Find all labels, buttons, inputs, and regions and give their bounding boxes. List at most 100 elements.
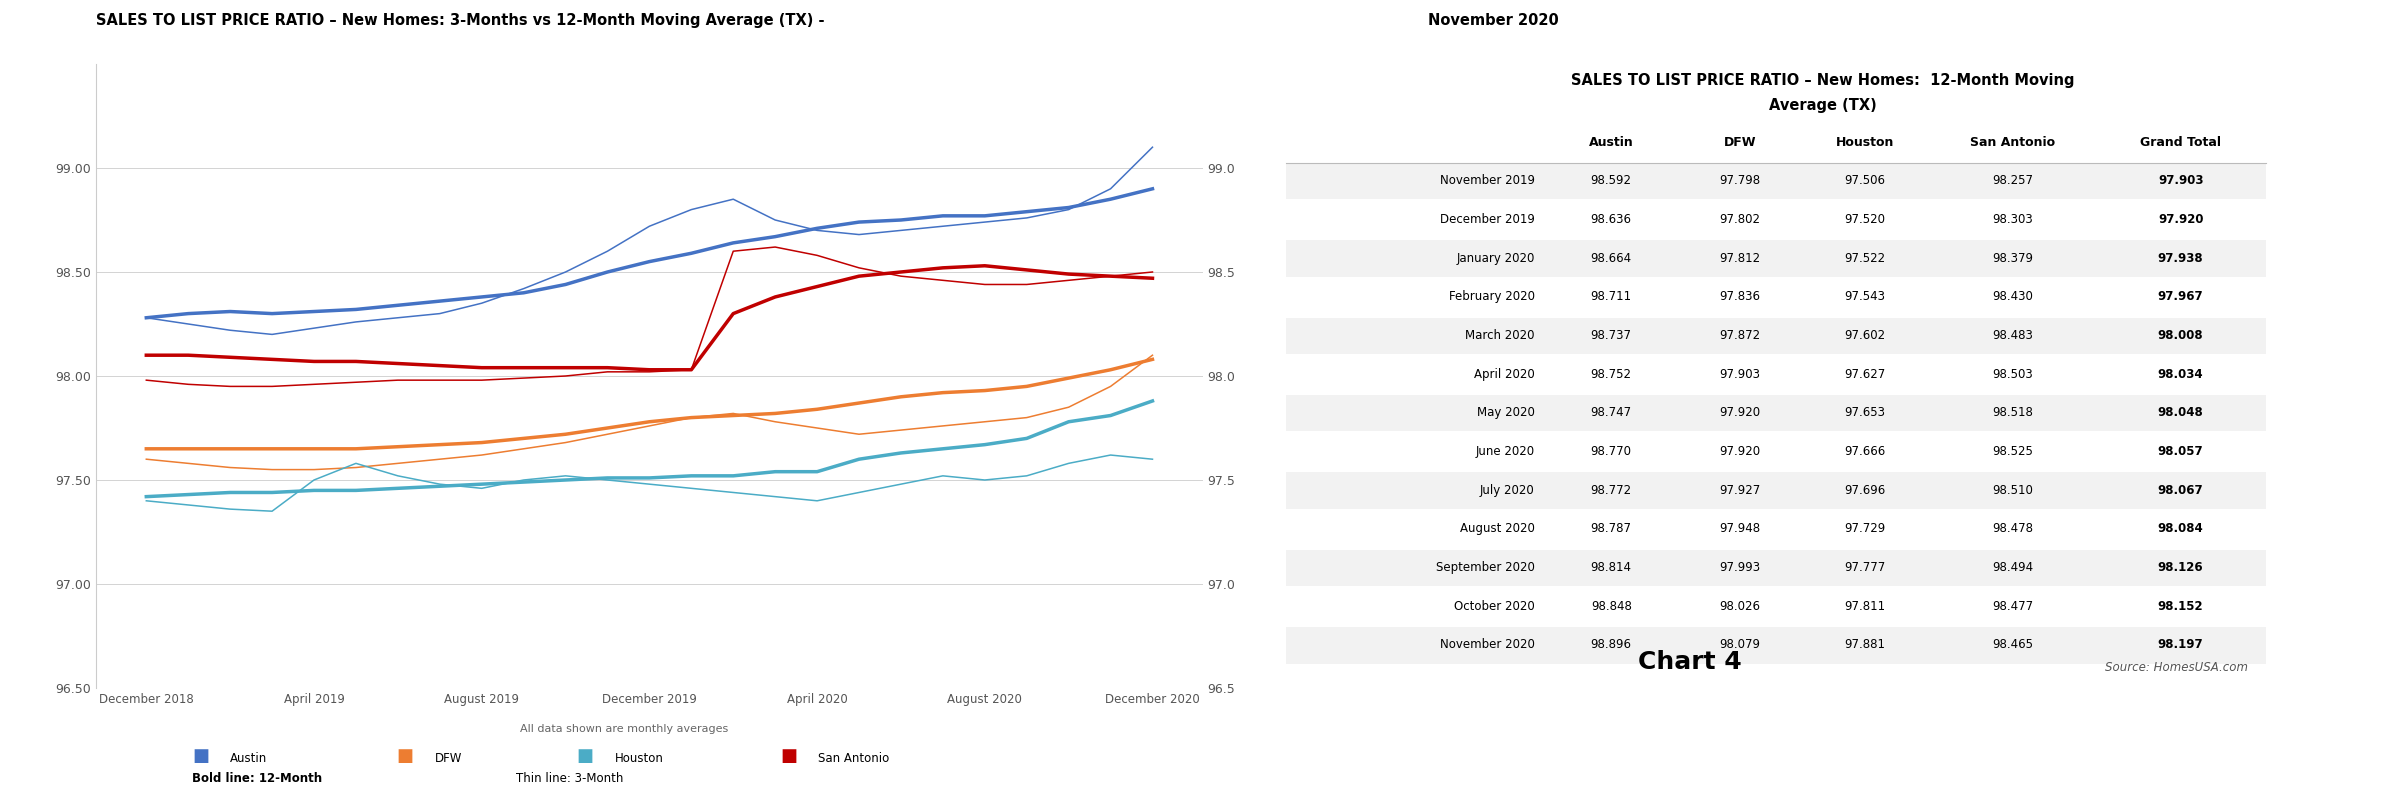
- Text: 98.048: 98.048: [2158, 406, 2203, 419]
- FancyBboxPatch shape: [1286, 395, 2266, 431]
- FancyBboxPatch shape: [1286, 589, 2266, 625]
- Text: May 2020: May 2020: [1476, 406, 1536, 419]
- Text: 98.126: 98.126: [2158, 561, 2203, 574]
- Text: April 2020: April 2020: [1474, 368, 1536, 381]
- Text: November 2020: November 2020: [1440, 638, 1536, 651]
- Text: March 2020: March 2020: [1466, 329, 1536, 342]
- Text: September 2020: September 2020: [1435, 561, 1536, 574]
- Text: 98.465: 98.465: [1992, 638, 2033, 651]
- Text: 97.520: 97.520: [1843, 213, 1884, 226]
- FancyBboxPatch shape: [1286, 511, 2266, 547]
- Text: 97.602: 97.602: [1843, 329, 1886, 342]
- Text: 98.008: 98.008: [2158, 329, 2203, 342]
- Text: DFW: DFW: [434, 752, 461, 765]
- Text: Source: HomesUSA.com: Source: HomesUSA.com: [2105, 662, 2249, 674]
- Text: 98.084: 98.084: [2158, 522, 2203, 535]
- Text: 98.067: 98.067: [2158, 484, 2203, 497]
- Text: Thin line: 3-Month: Thin line: 3-Month: [516, 773, 624, 786]
- Text: 98.034: 98.034: [2158, 368, 2203, 381]
- Text: 98.770: 98.770: [1591, 445, 1632, 458]
- Text: December 2019: December 2019: [1440, 213, 1536, 226]
- Text: ■: ■: [396, 747, 413, 765]
- Text: 98.592: 98.592: [1591, 174, 1632, 187]
- FancyBboxPatch shape: [1286, 279, 2266, 315]
- Text: 97.627: 97.627: [1843, 368, 1886, 381]
- Text: All data shown are monthly averages: All data shown are monthly averages: [521, 724, 727, 734]
- Text: 98.303: 98.303: [1992, 213, 2033, 226]
- Text: ■: ■: [780, 747, 797, 765]
- Text: 98.752: 98.752: [1591, 368, 1632, 381]
- Text: 98.477: 98.477: [1992, 600, 2033, 613]
- Text: February 2020: February 2020: [1450, 290, 1536, 303]
- Text: 97.903: 97.903: [1721, 368, 1762, 381]
- Text: 98.503: 98.503: [1992, 368, 2033, 381]
- Text: January 2020: January 2020: [1457, 251, 1536, 265]
- Text: 98.079: 98.079: [1721, 638, 1762, 651]
- Text: San Antonio: San Antonio: [1970, 135, 2054, 149]
- Text: June 2020: June 2020: [1476, 445, 1536, 458]
- FancyBboxPatch shape: [1286, 163, 2266, 199]
- Text: October 2020: October 2020: [1454, 600, 1536, 613]
- Text: 98.257: 98.257: [1992, 174, 2033, 187]
- Text: 97.653: 97.653: [1843, 406, 1884, 419]
- Text: 98.379: 98.379: [1992, 251, 2033, 265]
- Text: 98.814: 98.814: [1591, 561, 1632, 574]
- Text: 97.993: 97.993: [1718, 561, 1762, 574]
- FancyBboxPatch shape: [1286, 550, 2266, 586]
- Text: 98.711: 98.711: [1591, 290, 1632, 303]
- Text: SALES TO LIST PRICE RATIO – New Homes:  12-Month Moving: SALES TO LIST PRICE RATIO – New Homes: 1…: [1572, 74, 2074, 88]
- Text: 97.881: 97.881: [1843, 638, 1884, 651]
- Text: 97.836: 97.836: [1721, 290, 1762, 303]
- FancyBboxPatch shape: [1286, 318, 2266, 354]
- Text: Bold line: 12-Month: Bold line: 12-Month: [192, 773, 322, 786]
- Text: 97.920: 97.920: [2158, 213, 2203, 226]
- Text: 98.510: 98.510: [1992, 484, 2033, 497]
- FancyBboxPatch shape: [1286, 202, 2266, 238]
- Text: 98.787: 98.787: [1591, 522, 1632, 535]
- Text: 98.737: 98.737: [1591, 329, 1632, 342]
- Text: 97.938: 97.938: [2158, 251, 2203, 265]
- Text: 98.478: 98.478: [1992, 522, 2033, 535]
- Text: Austin: Austin: [230, 752, 269, 765]
- Text: 97.506: 97.506: [1843, 174, 1884, 187]
- Text: 97.920: 97.920: [1718, 445, 1762, 458]
- Text: 98.518: 98.518: [1992, 406, 2033, 419]
- Text: 98.483: 98.483: [1992, 329, 2033, 342]
- Text: 97.967: 97.967: [2158, 290, 2203, 303]
- Text: 98.026: 98.026: [1721, 600, 1762, 613]
- Text: 97.729: 97.729: [1843, 522, 1886, 535]
- Text: 97.696: 97.696: [1843, 484, 1886, 497]
- Text: ■: ■: [576, 747, 593, 765]
- FancyBboxPatch shape: [1286, 356, 2266, 393]
- Text: 98.197: 98.197: [2158, 638, 2203, 651]
- Text: July 2020: July 2020: [1481, 484, 1536, 497]
- Text: 97.920: 97.920: [1718, 406, 1762, 419]
- Text: Average (TX): Average (TX): [1769, 98, 1877, 114]
- Text: Chart 4: Chart 4: [1637, 650, 1742, 674]
- Text: November 2019: November 2019: [1440, 174, 1536, 187]
- Text: 98.494: 98.494: [1992, 561, 2033, 574]
- Text: 97.543: 97.543: [1843, 290, 1884, 303]
- Text: 98.057: 98.057: [2158, 445, 2203, 458]
- Text: 97.948: 97.948: [1718, 522, 1762, 535]
- Text: Houston: Houston: [614, 752, 662, 765]
- Text: 98.525: 98.525: [1992, 445, 2033, 458]
- Text: Austin: Austin: [1589, 135, 1634, 149]
- Text: 97.927: 97.927: [1718, 484, 1762, 497]
- Text: 98.152: 98.152: [2158, 600, 2203, 613]
- Text: San Antonio: San Antonio: [818, 752, 890, 765]
- Text: 97.666: 97.666: [1843, 445, 1886, 458]
- Text: 98.896: 98.896: [1591, 638, 1632, 651]
- Text: 97.872: 97.872: [1718, 329, 1762, 342]
- Text: 98.430: 98.430: [1992, 290, 2033, 303]
- Text: Grand Total: Grand Total: [2141, 135, 2220, 149]
- FancyBboxPatch shape: [1286, 472, 2266, 509]
- Text: 97.522: 97.522: [1843, 251, 1886, 265]
- FancyBboxPatch shape: [1286, 627, 2266, 663]
- Text: 98.636: 98.636: [1591, 213, 1632, 226]
- FancyBboxPatch shape: [1286, 240, 2266, 277]
- Text: SALES TO LIST PRICE RATIO – New Homes: 3-Months vs 12-Month Moving Average (TX) : SALES TO LIST PRICE RATIO – New Homes: 3…: [96, 13, 830, 28]
- Text: 98.848: 98.848: [1591, 600, 1632, 613]
- FancyBboxPatch shape: [1286, 434, 2266, 470]
- Text: 97.802: 97.802: [1721, 213, 1762, 226]
